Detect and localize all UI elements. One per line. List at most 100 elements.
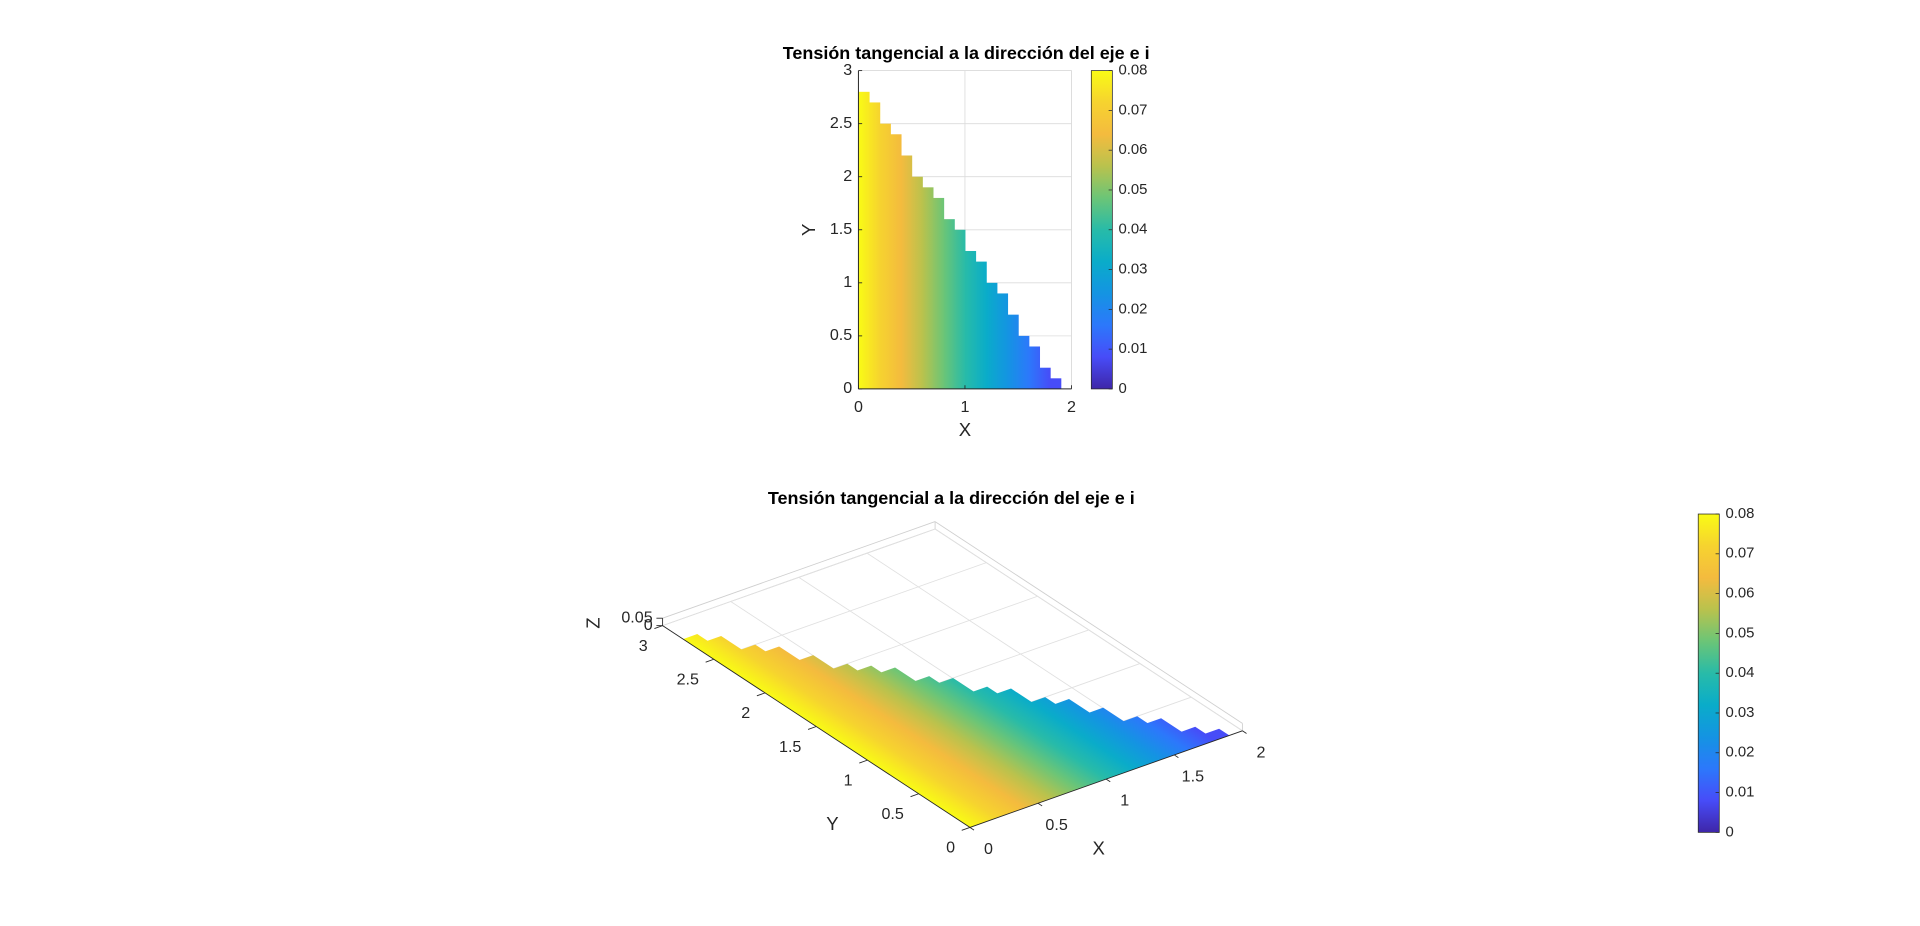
surface-cell — [1039, 367, 1051, 389]
surface-cell — [986, 282, 998, 389]
z-tick-label: 0 — [644, 616, 653, 634]
x-tick-label: 2 — [1257, 743, 1266, 761]
box-edge — [934, 521, 1243, 724]
surface-cell — [833, 663, 1053, 804]
surface-cell — [764, 646, 1025, 813]
colorbar-tick-label: 0.01 — [1119, 341, 1148, 357]
y-tick — [654, 625, 663, 629]
x-tick-label: 0.5 — [1045, 816, 1067, 834]
y-axis-label: Y — [798, 224, 819, 236]
colorbar-tick-label: 0.08 — [1725, 506, 1754, 522]
x-tick-label: 0 — [984, 840, 993, 858]
surface-cell — [879, 123, 891, 389]
surface-cell — [683, 634, 985, 828]
y-tick-label: 1 — [843, 273, 852, 291]
colorbar-tick-label: 0.05 — [1725, 625, 1754, 641]
y-tick — [807, 726, 817, 730]
surface-cell — [1146, 718, 1203, 751]
surface-cell — [938, 678, 1107, 784]
y-tick — [756, 692, 766, 697]
surface-cell — [932, 197, 945, 389]
surface-cell — [1181, 726, 1216, 746]
surface-cell — [996, 293, 1009, 389]
y-tick — [910, 793, 919, 798]
surface-cell — [1018, 335, 1030, 389]
surface-cell — [880, 667, 1080, 794]
surface-cell — [1030, 697, 1148, 770]
surface-cell — [964, 250, 977, 389]
colorbar-tick-label: 0.05 — [1119, 182, 1148, 198]
colorbar-tick-label: 0.03 — [1725, 705, 1754, 721]
colorbar-tick-label: 0 — [1119, 381, 1127, 397]
y-tick — [705, 658, 714, 663]
y-tick-label: 0.5 — [830, 326, 852, 344]
colorbar-tick-label: 0.06 — [1725, 586, 1754, 602]
x-tick — [1037, 802, 1043, 807]
surface-cell — [1123, 716, 1189, 755]
x-tick-label: 1.5 — [1182, 767, 1204, 785]
y-tick-label: 1.5 — [779, 738, 801, 756]
y-tick-label: 2 — [741, 704, 750, 722]
surface-cell — [890, 134, 902, 389]
y-axis-label: Y — [826, 813, 838, 834]
z-tick-label: 0.05 — [621, 608, 652, 626]
chart-title: Tensión tangencial a la dirección del ej… — [768, 488, 1135, 508]
box-edge — [662, 521, 936, 619]
surface-cell — [996, 688, 1134, 775]
chart-title: Tensión tangencial a la dirección del ej… — [783, 43, 1150, 63]
surface-cell — [1088, 707, 1175, 760]
x-tick — [1105, 778, 1111, 783]
surface-cell — [922, 187, 934, 389]
x-tick — [1242, 730, 1247, 734]
y-tick-label: 1.5 — [830, 220, 852, 238]
surface-cell — [1054, 699, 1162, 765]
y-tick-label: 0 — [946, 839, 955, 857]
y-tick-label: 3 — [843, 61, 852, 79]
surface-cell — [741, 644, 1012, 818]
y-tick-label: 2 — [843, 167, 852, 185]
y-tick-label: 2.5 — [830, 114, 852, 132]
colorbar-tick-label: 0.03 — [1119, 261, 1148, 277]
x-tick-label: 1 — [960, 398, 969, 416]
x-tick-label: 0 — [854, 398, 863, 416]
colorbar-tick-label: 0.06 — [1119, 142, 1148, 158]
surface-cell — [901, 155, 913, 389]
colorbar-tick-label: 0.01 — [1725, 784, 1754, 800]
surface-cell — [943, 219, 955, 389]
colorbar-tick-label: 0.04 — [1725, 665, 1754, 681]
x-tick-label: 2 — [1067, 398, 1076, 416]
x-axis — [969, 730, 1243, 828]
x-axis-label: X — [1093, 838, 1105, 859]
surface-cell — [857, 665, 1066, 799]
colorbar-tick-label: 0.08 — [1119, 63, 1148, 79]
y-tick — [859, 759, 868, 764]
surface-cell — [799, 655, 1039, 809]
colorbar-tick-label: 0.07 — [1119, 102, 1148, 118]
y-tick-label: 2.5 — [677, 671, 699, 689]
surface-cell — [1028, 346, 1041, 389]
grid-line — [662, 528, 936, 627]
surface-cell — [915, 676, 1094, 789]
x-tick — [969, 827, 975, 831]
colorbar-tick-label: 0 — [1725, 824, 1733, 840]
z-axis-label: Z — [583, 617, 604, 628]
surface-cell — [1007, 314, 1019, 389]
grid-line — [713, 562, 987, 660]
x-tick — [1174, 754, 1179, 758]
surface-cell — [972, 686, 1121, 780]
surface-cell — [706, 635, 998, 823]
colorbar-tick-label: 0.04 — [1119, 222, 1148, 238]
colorbar-tick-label: 0.07 — [1725, 546, 1754, 562]
y-tick-label: 3 — [639, 637, 648, 655]
y-tick-label: 0.5 — [881, 805, 903, 823]
colorbar-tick-label: 0.02 — [1119, 301, 1148, 317]
surface-cell — [911, 176, 923, 389]
x-axis-label: X — [959, 419, 971, 440]
y-tick — [961, 826, 971, 831]
surface-cell — [869, 102, 881, 389]
x-tick-label: 1 — [1120, 792, 1129, 810]
colorbar-tick-label: 0.02 — [1725, 745, 1754, 761]
y-tick-label: 0 — [843, 379, 852, 397]
